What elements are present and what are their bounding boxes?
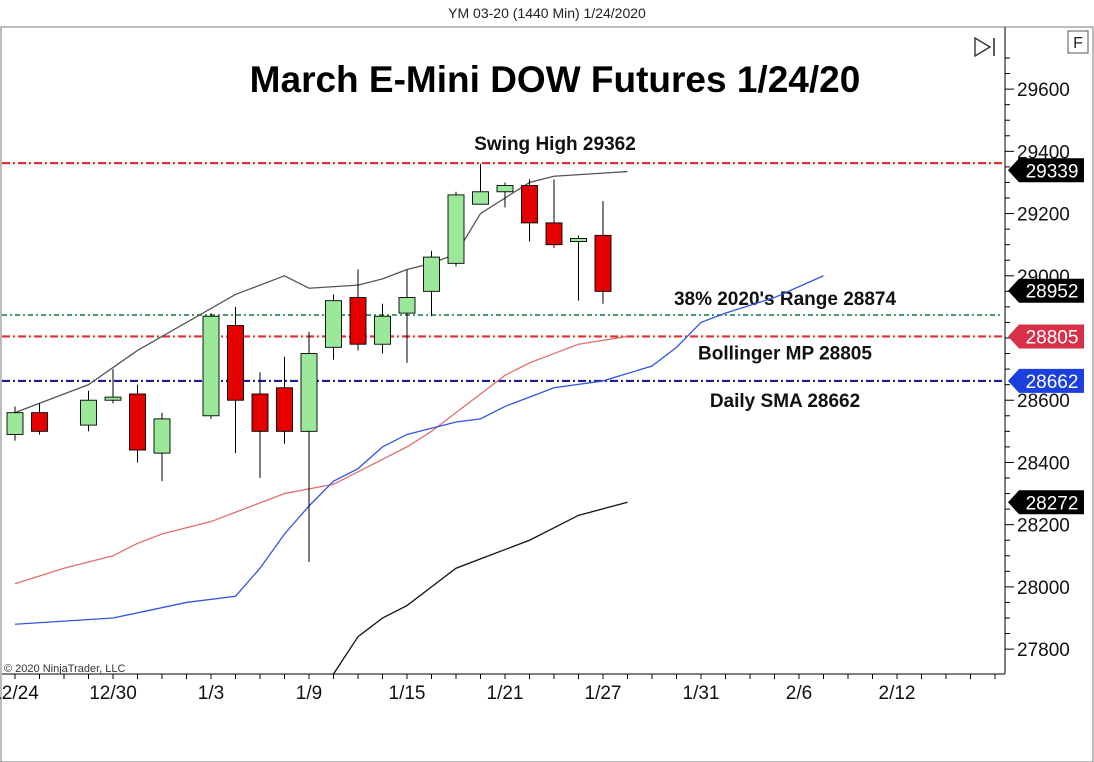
y-tick-label: 28200	[1017, 516, 1070, 537]
level-label-fib: 38% 2020's Range 28874	[674, 289, 897, 310]
candle-body[interactable]	[570, 237, 587, 243]
price-badge-label: 28952	[1026, 282, 1079, 303]
price-badge	[1008, 324, 1084, 349]
x-tick-label: 1/15	[389, 683, 426, 704]
chart-title: March E-Mini DOW Futures 1/24/20	[250, 59, 861, 100]
skip-to-end-icon[interactable]	[974, 36, 995, 58]
y-tick-label: 28400	[1017, 453, 1070, 474]
chart-header: YM 03-20 (1440 Min) 1/24/2020	[448, 5, 646, 21]
candle-body[interactable]	[398, 297, 416, 314]
series-line-sma-blue	[14, 275, 824, 625]
series-line-bollinger	[14, 335, 628, 585]
x-tick-label: 2/12	[879, 683, 916, 704]
candle-body[interactable]	[300, 353, 318, 432]
price-badge-label: 28272	[1026, 493, 1079, 514]
level-label-swing: Swing High 29362	[474, 134, 636, 155]
copyright-text: © 2020 NinjaTrader, LLC	[4, 663, 125, 675]
candle-body[interactable]	[80, 399, 97, 426]
candle-body[interactable]	[374, 315, 391, 345]
price-badge	[1008, 368, 1084, 393]
candle-body[interactable]	[423, 256, 440, 292]
y-tick-label: 28600	[1017, 391, 1070, 412]
level-label-daily: Daily SMA 28662	[710, 391, 860, 412]
x-tick-label: 1/9	[296, 683, 322, 704]
candle-body[interactable]	[276, 387, 293, 432]
series-line-sma-long	[332, 501, 628, 675]
plot-frame	[0, 26, 1094, 762]
candle-body[interactable]	[496, 185, 514, 193]
candle-body[interactable]	[447, 194, 465, 264]
x-tick-label: 12/24	[0, 683, 39, 704]
candle-body[interactable]	[545, 222, 563, 246]
y-tick-label: 29600	[1017, 80, 1070, 101]
x-tick-label: 12/30	[89, 683, 137, 704]
price-badge	[1008, 278, 1084, 303]
x-tick-label: 1/27	[585, 683, 622, 704]
series-line-price-sma	[14, 170, 628, 414]
candle-body[interactable]	[251, 393, 269, 432]
x-tick-label: 1/21	[487, 683, 524, 704]
price-badge	[1008, 158, 1084, 183]
price-badge-label: 29339	[1026, 161, 1079, 182]
candle-body[interactable]	[31, 412, 48, 432]
candle-body[interactable]	[6, 412, 24, 435]
candle-body[interactable]	[129, 393, 146, 451]
candle-body[interactable]	[349, 297, 367, 345]
price-badge-label: 28805	[1026, 327, 1079, 348]
x-tick-label: 1/3	[198, 683, 224, 704]
y-tick-label: 27800	[1017, 640, 1070, 661]
candle-body[interactable]	[104, 396, 122, 401]
f-button-label: F	[1073, 35, 1083, 52]
price-badge	[1008, 490, 1084, 515]
candle-body[interactable]	[202, 315, 220, 417]
y-tick-label: 29200	[1017, 205, 1070, 226]
price-badge-label: 28662	[1026, 372, 1079, 393]
candle-body[interactable]	[325, 300, 342, 348]
x-tick-label: 2/6	[786, 683, 812, 704]
y-tick-label: 29400	[1017, 142, 1070, 163]
candle-body[interactable]	[521, 185, 538, 224]
candle-body[interactable]	[472, 191, 489, 205]
candle-body[interactable]	[594, 234, 612, 292]
y-tick-label: 28000	[1017, 578, 1070, 599]
level-label-boll: Bollinger MP 28805	[698, 343, 872, 364]
candle-body[interactable]	[227, 325, 244, 401]
x-tick-label: 1/31	[683, 683, 720, 704]
candle-body[interactable]	[153, 418, 171, 454]
f-button[interactable]: F	[1067, 30, 1089, 54]
